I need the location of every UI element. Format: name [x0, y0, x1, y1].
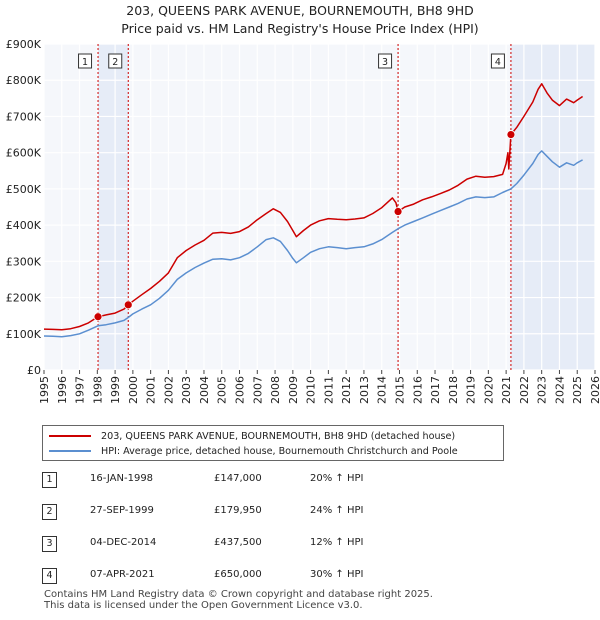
sale-number-label: 3	[382, 57, 388, 68]
x-tick-label: 2000	[127, 376, 140, 404]
sale-number-box	[108, 53, 123, 69]
x-tick-label: 2014	[376, 376, 389, 404]
legend-label-price: 203, QUEENS PARK AVENUE, BOURNEMOUTH, BH…	[101, 430, 456, 442]
sale-point	[393, 207, 403, 216]
x-tick-label: 2015	[393, 376, 406, 404]
x-tick-label: 1999	[109, 376, 122, 404]
x-tick-label: 2020	[482, 376, 495, 404]
sale-date: 07-APR-2021	[90, 569, 155, 580]
chart-svg: £0 £100K £200K £300K £400K £500K £600K £700K £80…	[6, 38, 600, 404]
x-tick-label: 2017	[429, 376, 442, 404]
x-tick-label: 2022	[518, 376, 531, 404]
sale-hpi-diff: 20% ↑ HPI	[310, 473, 364, 484]
sale-number-box	[378, 53, 393, 69]
sale-point	[93, 312, 103, 322]
sale-number-label: 4	[495, 57, 501, 68]
chart-subtitle: Price paid vs. HM Land Registry's House …	[121, 21, 479, 36]
y-tick-label: £500K	[6, 183, 42, 196]
x-tick-label: 2018	[447, 376, 460, 404]
x-tick-label: 2011	[322, 376, 335, 404]
sale-row: 1 16-JAN-1998 £147,000 20% ↑ HPI	[42, 472, 462, 488]
y-tick-label: £600K	[6, 147, 42, 160]
chart-title: 203, QUEENS PARK AVENUE, BOURNEMOUTH, BH…	[126, 3, 474, 18]
sale-number-label: 1	[82, 57, 88, 68]
legend-item-hpi: HPI: Average price, detached house, Bour…	[49, 444, 458, 458]
plot-background	[44, 44, 595, 370]
hpi-line	[43, 150, 583, 338]
x-tick-label: 2001	[145, 376, 158, 404]
x-tick-label: 1997	[74, 376, 87, 404]
sale-point	[123, 300, 133, 310]
y-tick-label: £400K	[6, 219, 42, 232]
sale-hpi-diff: 30% ↑ HPI	[310, 569, 364, 580]
x-tick-label: 2021	[500, 376, 513, 404]
x-tick-label: 2016	[411, 376, 424, 404]
x-tick-label: 2012	[340, 376, 353, 404]
sale-number-badge: 3	[42, 536, 57, 552]
sale-price: £650,000	[214, 569, 262, 580]
x-tick-label: 2002	[162, 376, 175, 404]
x-tick-label: 2010	[305, 376, 318, 404]
sale-hpi-diff: 24% ↑ HPI	[310, 505, 364, 516]
x-tick-label: 2007	[251, 376, 264, 404]
x-tick-label: 2008	[269, 376, 282, 404]
x-tick-label: 2025	[571, 376, 584, 404]
sale-price: £437,500	[214, 537, 262, 548]
footer-license: This data is licensed under the Open Gov…	[44, 600, 363, 611]
sale-price: £179,950	[214, 505, 262, 516]
y-tick-label: £200K	[6, 292, 42, 305]
x-tick-label: 2013	[358, 376, 371, 404]
chart-legend: 203, QUEENS PARK AVENUE, BOURNEMOUTH, BH…	[42, 425, 504, 461]
sale-point	[506, 130, 516, 139]
sale-number-badge: 2	[42, 504, 57, 520]
footer-copyright: Contains HM Land Registry data © Crown c…	[44, 589, 433, 600]
sale-number-label: 2	[112, 57, 118, 68]
x-tick-label: 2026	[589, 376, 600, 404]
y-tick-label: £300K	[6, 255, 42, 268]
x-tick-label: 2023	[536, 376, 549, 404]
x-tick-label: 1996	[56, 376, 69, 404]
sale-row: 3 04-DEC-2014 £437,500 12% ↑ HPI	[42, 536, 462, 552]
x-tick-label: 2019	[465, 376, 478, 404]
x-tick-label: 2003	[180, 376, 193, 404]
sale-number-box	[490, 53, 505, 69]
sale-date: 27-SEP-1999	[90, 505, 154, 516]
legend-swatch-price	[49, 435, 91, 437]
y-tick-label: £100K	[6, 328, 42, 341]
y-tick-label: £700K	[6, 110, 42, 123]
y-tick-label: £800K	[6, 74, 42, 87]
sale-number-badge: 4	[42, 568, 57, 584]
legend-label-hpi: HPI: Average price, detached house, Bour…	[101, 445, 458, 457]
x-tick-label: 2006	[234, 376, 247, 404]
x-tick-label: 2004	[198, 376, 211, 404]
sale-number-box	[78, 53, 93, 69]
sale-row: 2 27-SEP-1999 £179,950 24% ↑ HPI	[42, 504, 462, 520]
sale-date: 04-DEC-2014	[90, 537, 157, 548]
sale-price: £147,000	[214, 473, 262, 484]
legend-swatch-hpi	[49, 450, 91, 452]
legend-item-price: 203, QUEENS PARK AVENUE, BOURNEMOUTH, BH…	[49, 429, 455, 443]
x-tick-label: 1998	[91, 376, 104, 404]
y-tick-label: £900K	[6, 38, 42, 51]
x-tick-label: 2024	[553, 376, 566, 404]
x-tick-label: 2005	[216, 376, 229, 404]
sale-date: 16-JAN-1998	[90, 473, 154, 484]
y-tick-label: £0	[27, 364, 41, 377]
sale-hpi-diff: 12% ↑ HPI	[310, 537, 364, 548]
sale-row: 4 07-APR-2021 £650,000 30% ↑ HPI	[42, 568, 462, 584]
x-tick-label: 2009	[287, 376, 300, 404]
sale-number-badge: 1	[42, 472, 57, 488]
x-tick-label: 1995	[38, 376, 51, 404]
